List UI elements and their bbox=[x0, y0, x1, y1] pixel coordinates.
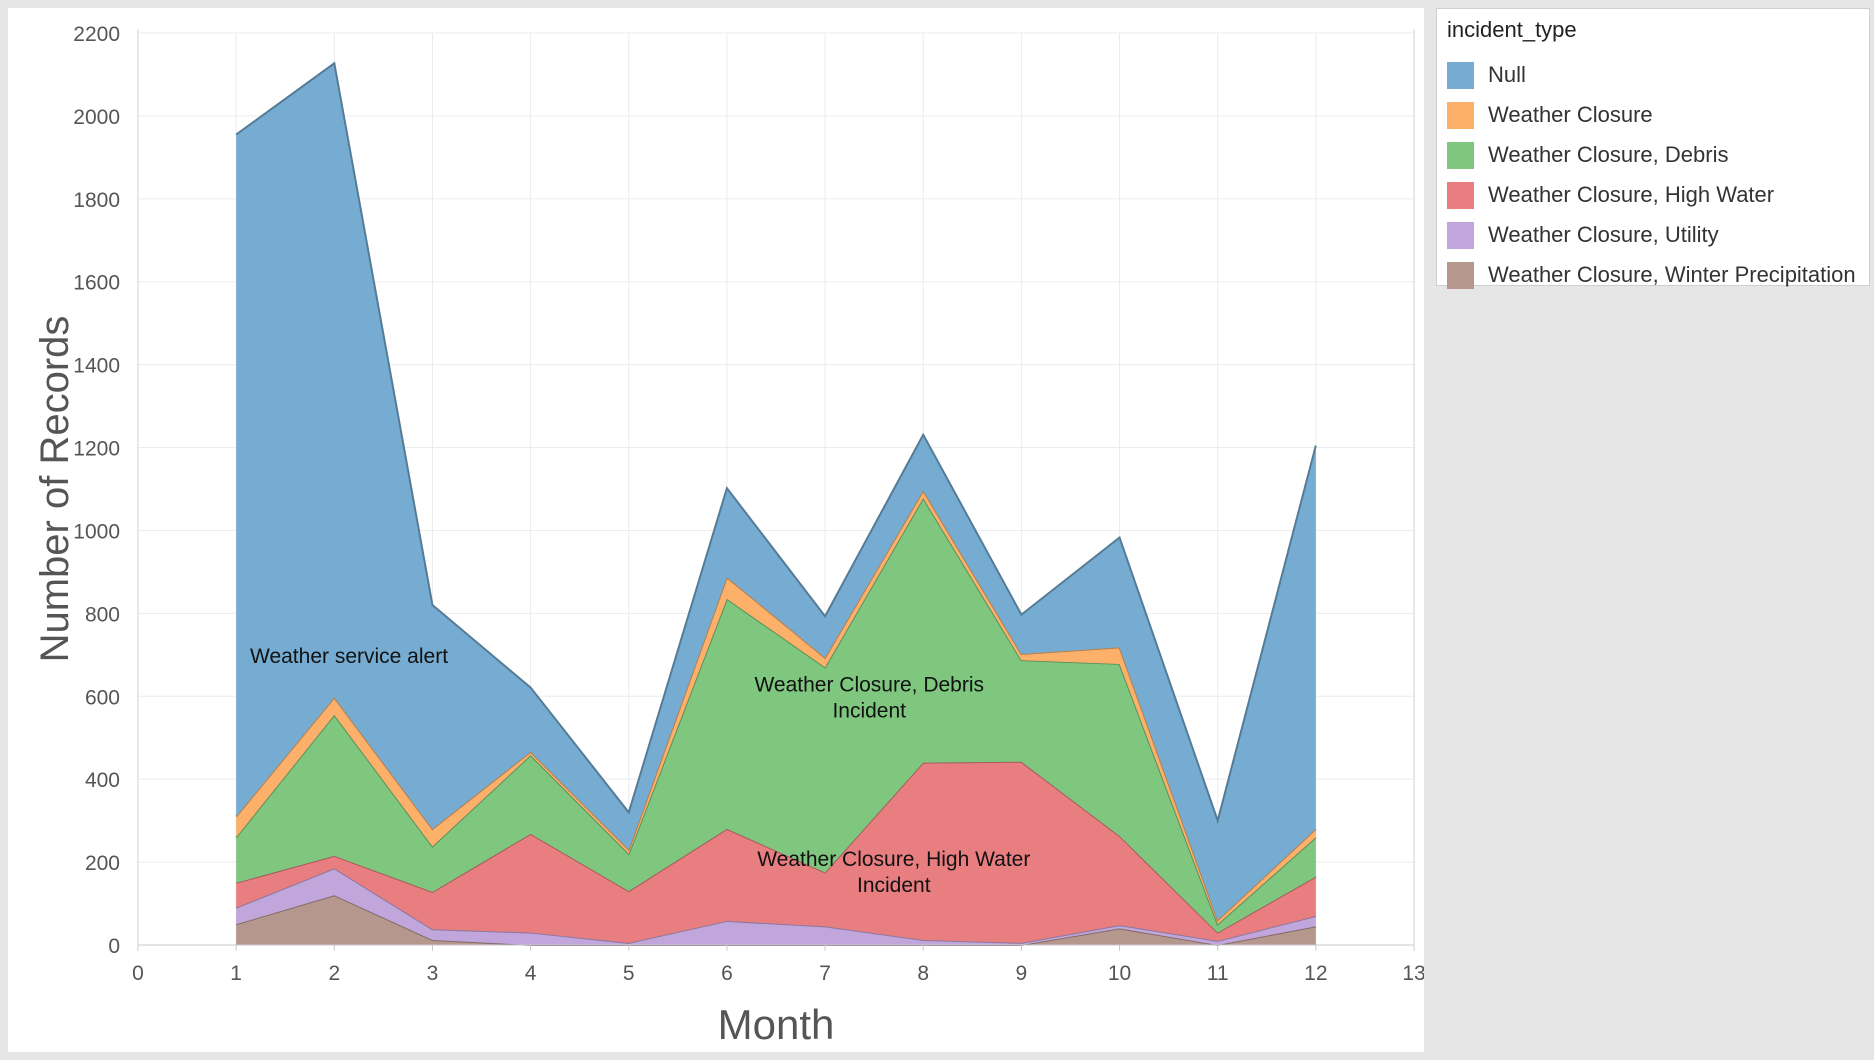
annotation-line: Incident bbox=[832, 699, 906, 722]
annotation-line: Incident bbox=[857, 874, 931, 897]
plot-panel: 0 200 400 600 800 1000 1200 1400 1600 1800 2000 220… bbox=[8, 8, 1424, 1052]
y-tick-label: 400 bbox=[85, 769, 120, 792]
area-weather-closure-debris[interactable] bbox=[236, 498, 1316, 933]
y-tick-label: 1200 bbox=[73, 438, 120, 461]
annotation-line: Weather service alert bbox=[250, 645, 448, 668]
legend-swatch bbox=[1447, 221, 1474, 249]
annotation-label: Weather service alert bbox=[250, 645, 448, 668]
x-tick-label: 8 bbox=[917, 962, 929, 985]
legend-swatch bbox=[1447, 101, 1474, 129]
legend-swatch bbox=[1447, 141, 1474, 169]
legend-label: Weather Closure, Debris bbox=[1488, 142, 1729, 167]
legend-title: incident_type bbox=[1447, 17, 1577, 42]
legend-label: Weather Closure, High Water bbox=[1488, 182, 1775, 207]
legend-item[interactable]: Weather Closure, Utility bbox=[1447, 217, 1719, 253]
legend-swatch bbox=[1447, 181, 1474, 209]
legend-item[interactable]: Null bbox=[1447, 57, 1526, 93]
annotation-line: Weather Closure, Debris bbox=[754, 673, 984, 696]
area-weather-closure-utility[interactable] bbox=[236, 868, 1316, 945]
x-tick-label: 12 bbox=[1304, 962, 1327, 985]
x-axis-title: Month bbox=[718, 1001, 835, 1048]
annotation-line: Weather Closure, High Water bbox=[757, 848, 1030, 871]
legend-item[interactable]: Weather Closure, Winter Precipitation bbox=[1447, 257, 1856, 293]
x-tick-label: 11 bbox=[1207, 962, 1229, 985]
legend-swatch bbox=[1447, 261, 1474, 289]
x-tick-label: 2 bbox=[328, 962, 340, 985]
annotation-label: Weather Closure, High Water Incident bbox=[757, 848, 1030, 897]
y-axis-title: Number of Records bbox=[33, 316, 77, 663]
x-tick-label: 3 bbox=[427, 962, 439, 985]
legend-label: Weather Closure, Utility bbox=[1488, 222, 1719, 247]
y-tick-label: 1400 bbox=[73, 355, 120, 378]
y-tick-label: 0 bbox=[108, 935, 120, 958]
x-tick-label: 4 bbox=[525, 962, 537, 985]
y-tick-label: 2000 bbox=[73, 106, 120, 129]
legend-label: Null bbox=[1488, 62, 1526, 87]
legend[interactable]: incident_type Null Weather Closure Weather… bbox=[1436, 8, 1870, 289]
area-layer bbox=[235, 61, 1317, 947]
x-tick-label: 10 bbox=[1108, 962, 1131, 985]
legend-item[interactable]: Weather Closure, High Water bbox=[1447, 177, 1774, 213]
legend-swatch bbox=[1447, 61, 1474, 89]
x-tick-label: 5 bbox=[623, 962, 635, 985]
y-tick-label: 800 bbox=[85, 603, 120, 626]
axis-layer: 0 200 400 600 800 1000 1200 1400 1600 1800 2000 220… bbox=[33, 23, 1424, 1048]
legend-label: Weather Closure, Winter Precipitation bbox=[1488, 262, 1856, 287]
legend-item[interactable]: Weather Closure, Debris bbox=[1447, 137, 1728, 173]
line-null bbox=[235, 61, 1317, 825]
x-tick-label: 7 bbox=[819, 962, 831, 985]
y-tick-label: 200 bbox=[85, 852, 120, 875]
legend-label: Weather Closure bbox=[1488, 102, 1653, 127]
x-tick-label: 6 bbox=[721, 962, 733, 985]
x-tick-label: 1 bbox=[230, 962, 242, 985]
y-tick-label: 1000 bbox=[73, 520, 120, 543]
x-tick-label: 9 bbox=[1016, 962, 1028, 985]
y-tick-label: 600 bbox=[85, 686, 120, 709]
y-tick-label: 1600 bbox=[73, 272, 120, 295]
x-tick-label: 0 bbox=[132, 962, 144, 985]
area-null[interactable] bbox=[236, 63, 1316, 921]
legend-item[interactable]: Weather Closure bbox=[1447, 97, 1653, 133]
x-tick-label: 13 bbox=[1402, 962, 1424, 985]
annotation-layer: Weather service alert Weather Closure, De… bbox=[250, 645, 1030, 897]
y-tick-label: 2200 bbox=[73, 23, 120, 46]
annotation-label: Weather Closure, Debris Incident bbox=[754, 673, 984, 722]
area-weather-closure-high-water[interactable] bbox=[236, 761, 1316, 943]
stacked-area-chart: 0 200 400 600 800 1000 1200 1400 1600 1800 2000 220… bbox=[33, 23, 1424, 1048]
y-tick-label: 1800 bbox=[73, 189, 120, 212]
